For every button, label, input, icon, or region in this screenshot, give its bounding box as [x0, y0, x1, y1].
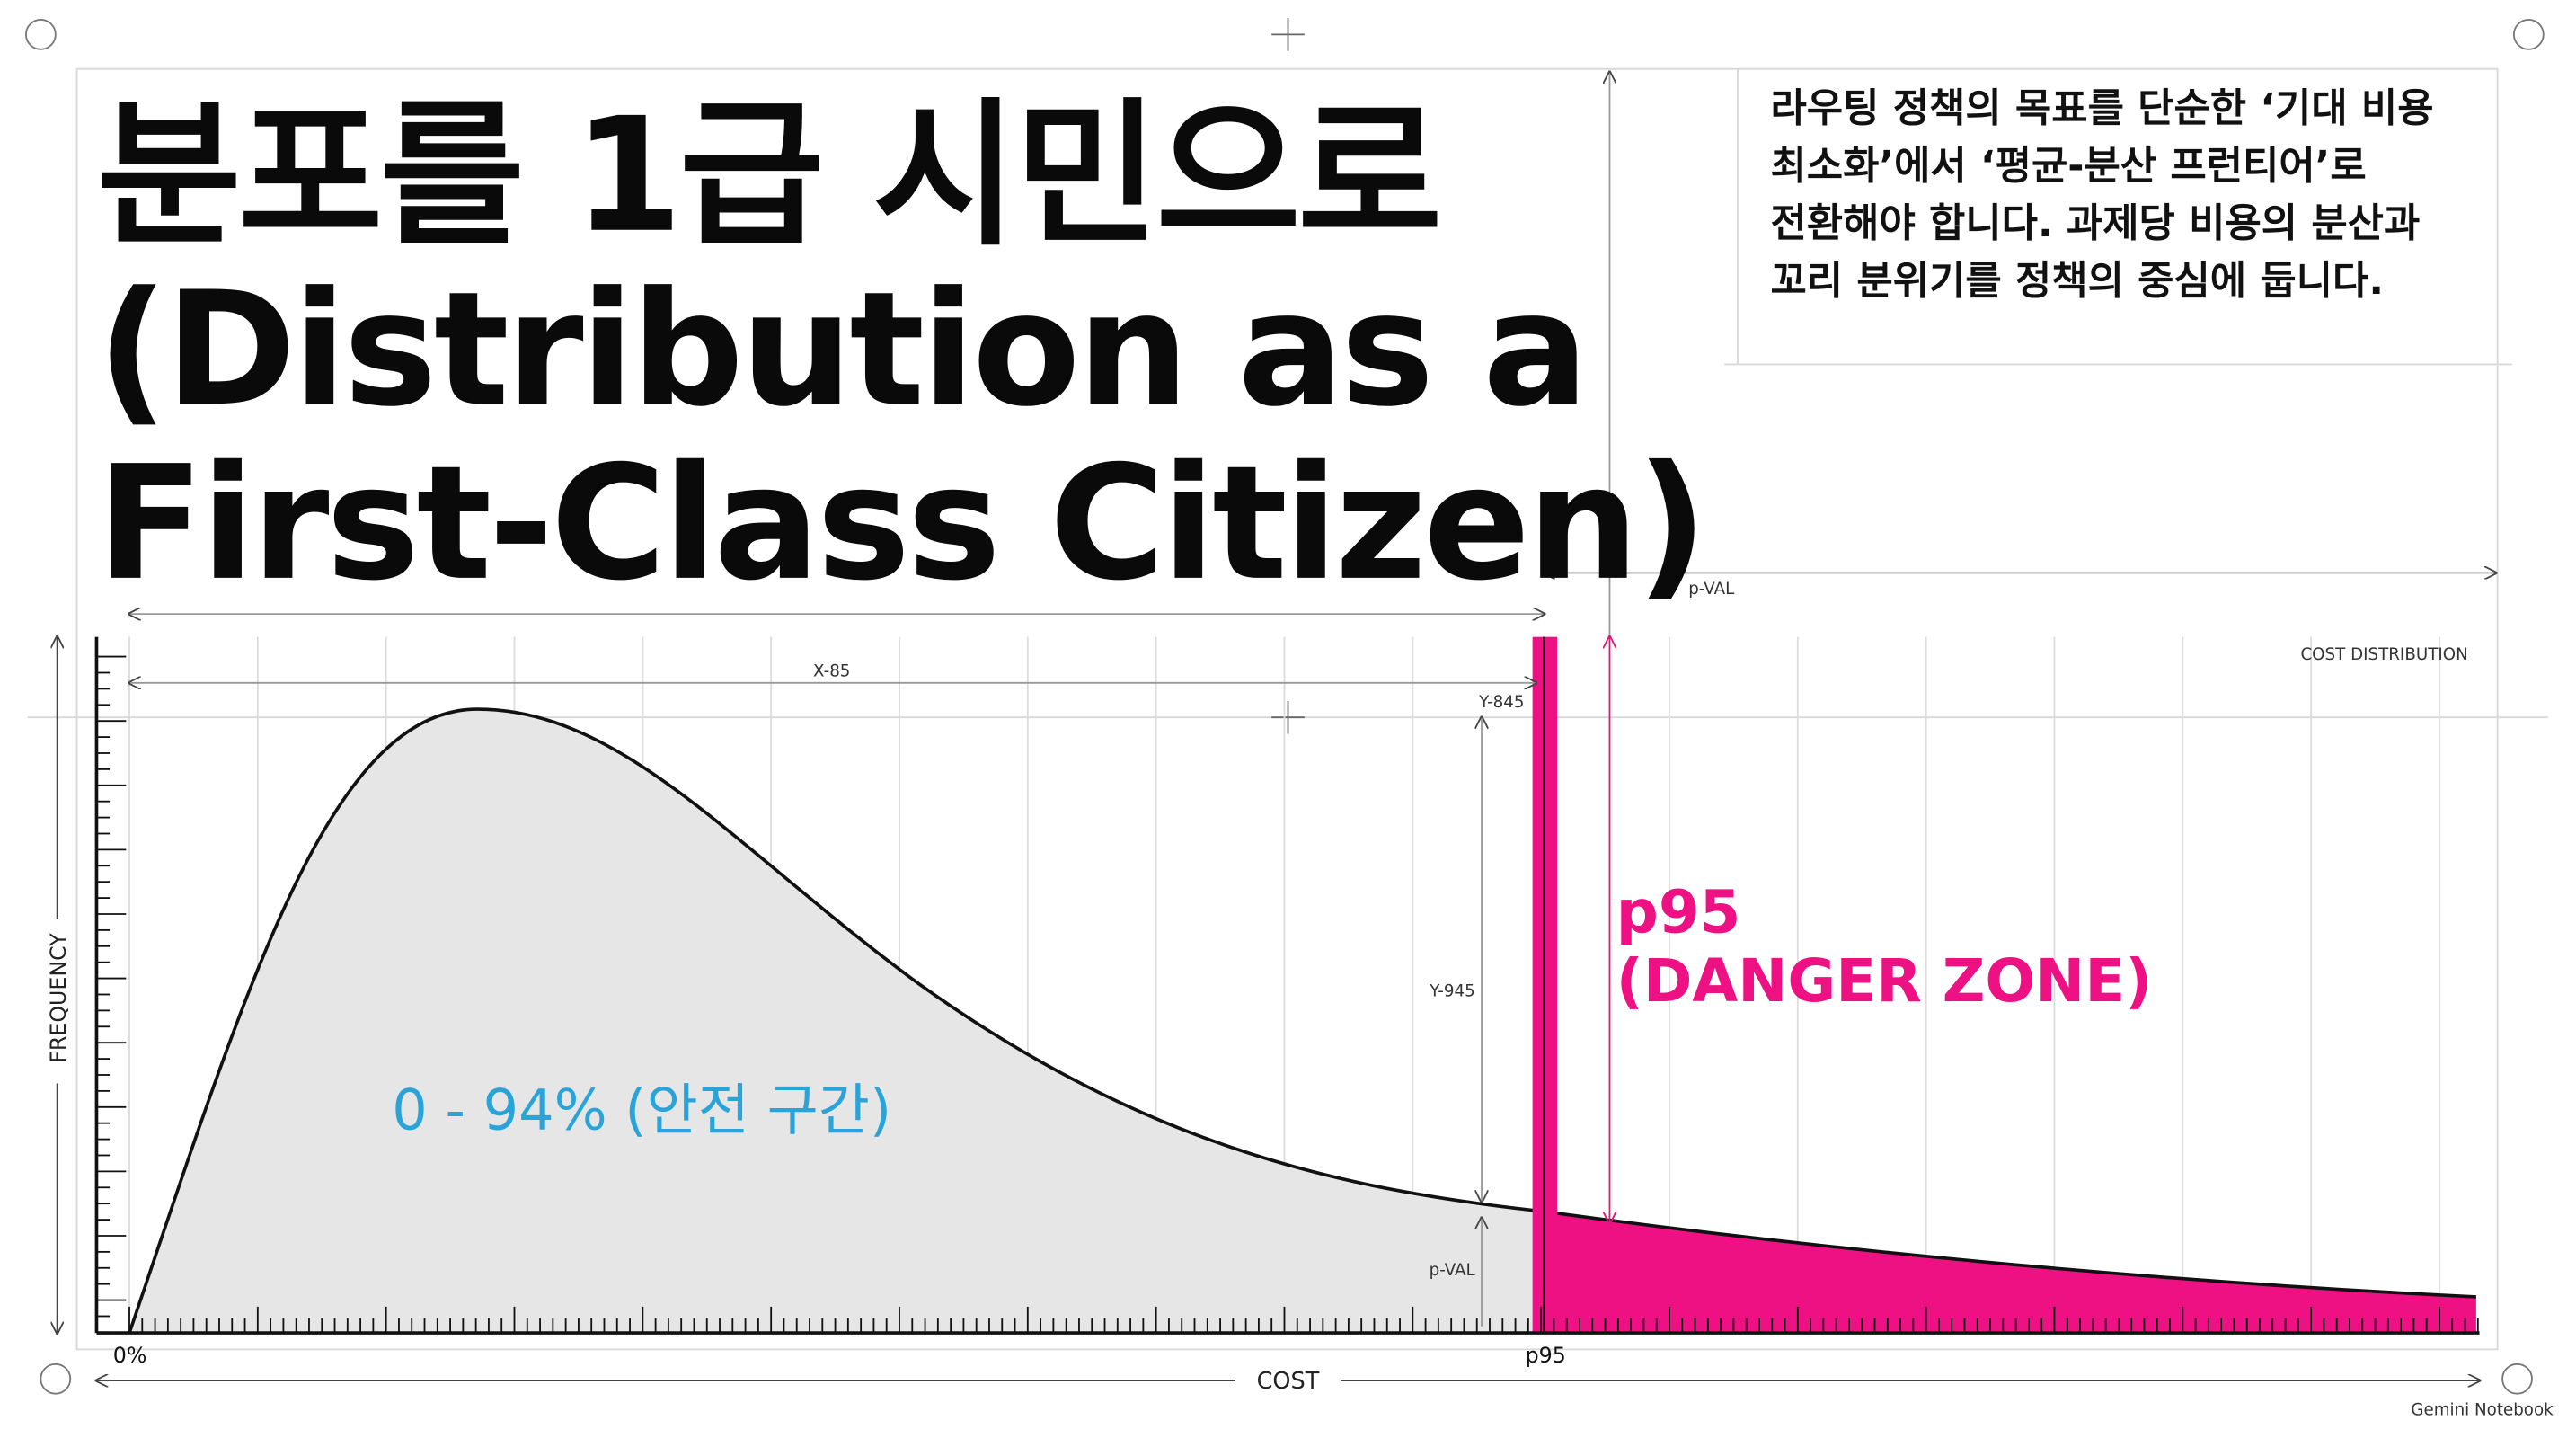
- y-axis-title: FREQUENCY: [46, 933, 71, 1063]
- danger-subtitle: (DANGER ZONE): [1616, 946, 2153, 1016]
- danger-title: p95: [1616, 877, 1741, 946]
- label-bg: [1235, 1363, 1341, 1398]
- title-line: (Distribution as a: [96, 258, 1585, 441]
- label-bg: [40, 919, 74, 1084]
- x-marker-label: p95: [1526, 1343, 1566, 1368]
- brand: Gemini Notebook: [2411, 1400, 2554, 1419]
- registration-mark: [40, 1363, 72, 1395]
- diagram-label: COST DISTRIBUTION: [2300, 645, 2467, 664]
- ticks: [96, 655, 2479, 1334]
- dimension-label: Y-945: [1429, 982, 1474, 1001]
- dimension-label: X-85: [813, 662, 850, 681]
- registration-mark: [2512, 19, 2545, 50]
- description-line: 꼬리 분위기를 정책의 중심에 둡니다.: [1770, 258, 2384, 304]
- dimension-label: p-VAL: [1430, 1261, 1476, 1280]
- registration-mark: [25, 19, 57, 50]
- dimension-label: Y-845: [1478, 693, 1524, 712]
- x-axis-title: COST: [1257, 1368, 1320, 1395]
- x-start-label: 0%: [113, 1343, 147, 1368]
- description-line: 라우팅 정책의 목표를 단순한 ‘기대 비용: [1770, 85, 2433, 131]
- description-line: 최소화’에서 ‘평균-분산 프런티어’로: [1770, 143, 2366, 189]
- safe-area: [129, 709, 1545, 1334]
- description-line: 전환해야 합니다. 과제당 비용의 분산과: [1770, 200, 2420, 246]
- title-line: First-Class Citizen): [96, 432, 1704, 616]
- distribution-curve: [128, 707, 2476, 1334]
- layout-lines: [25, 18, 2549, 1395]
- title-line: 분포를 1급 시민으로: [96, 84, 1438, 268]
- safe-zone-label: 0 - 94% (안전 구간): [392, 1078, 891, 1143]
- dimension-label: p-VAL: [1688, 580, 1735, 599]
- registration-mark: [2501, 1363, 2533, 1395]
- frame: [75, 67, 2499, 1351]
